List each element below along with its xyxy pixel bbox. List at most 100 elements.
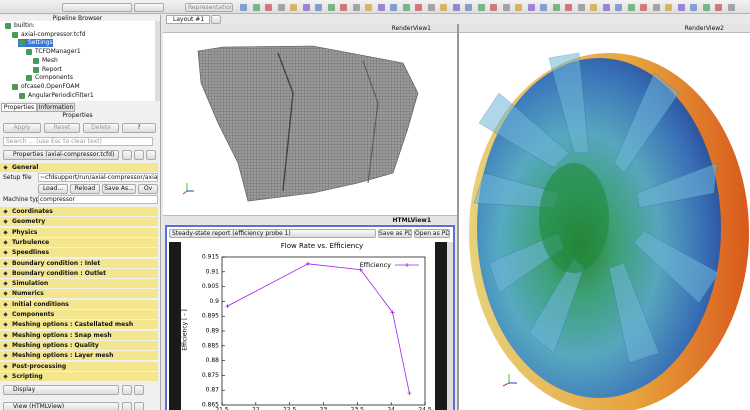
icon-button[interactable] <box>146 150 156 160</box>
pipeline-item[interactable]: Components <box>25 74 73 82</box>
reset-button[interactable]: Reset <box>44 123 80 133</box>
section-header[interactable]: Numerics <box>0 289 158 299</box>
toolbar-icon[interactable] <box>402 4 410 11</box>
section-header[interactable]: Geometry <box>0 217 158 227</box>
pipeline-item[interactable]: builtin: <box>4 22 35 30</box>
section-header[interactable]: Meshing options : Snap mesh <box>0 330 158 340</box>
toolbar-icon[interactable] <box>390 4 397 11</box>
section-header[interactable]: Simulation <box>0 279 158 289</box>
toolbar-icon[interactable] <box>515 4 522 11</box>
section-header[interactable]: Physics <box>0 227 158 237</box>
toolbar-icon[interactable] <box>377 4 385 11</box>
view-header[interactable]: View (HTMLView) <box>3 402 119 410</box>
toolbar-icon[interactable] <box>652 4 660 11</box>
toolbar-combo[interactable] <box>134 3 164 12</box>
toolbar-icon[interactable] <box>290 4 297 11</box>
toolbar-icon[interactable] <box>640 4 647 11</box>
pipeline-item[interactable]: ofcase0.OpenFOAM <box>11 83 80 91</box>
layout-tab[interactable]: Layout #1 <box>166 15 210 24</box>
section-header[interactable]: Scripting <box>0 371 158 381</box>
save-pdf-button[interactable]: Save as PDF <box>378 229 412 238</box>
pipeline-item[interactable]: AngularPeriodicFilter1 <box>18 92 94 100</box>
section-header[interactable]: Components <box>0 310 158 319</box>
toolbar-icon[interactable] <box>340 4 347 11</box>
tab[interactable]: Properties <box>1 103 37 112</box>
toolbar-icon[interactable] <box>415 4 422 11</box>
section-header[interactable]: Meshing options : Layer mesh <box>0 351 158 361</box>
tab[interactable]: Information <box>37 103 75 112</box>
pipeline-item[interactable]: Settings <box>18 39 53 48</box>
toolbar-icon[interactable] <box>327 4 335 11</box>
section-header[interactable]: Meshing options : Quality <box>0 340 158 350</box>
pipeline-item[interactable]: Mesh <box>32 57 58 65</box>
source-header[interactable]: Properties (axial-compressor.tcfd) <box>3 150 119 160</box>
icon-button[interactable] <box>122 385 132 395</box>
section-header[interactable]: Boundary condition : Inlet <box>0 258 158 268</box>
machine-type-field[interactable]: compressor <box>38 195 158 204</box>
toolbar-icon[interactable] <box>715 4 722 11</box>
section-header[interactable]: Meshing options : Castellated mesh <box>0 320 158 330</box>
toolbar-icon[interactable] <box>577 4 585 11</box>
toolbar-icon[interactable] <box>302 4 310 11</box>
toolbar-icon[interactable] <box>315 4 322 11</box>
toolbar-icon[interactable] <box>502 4 510 11</box>
new-tab-button[interactable] <box>211 15 221 24</box>
section-header[interactable]: General <box>0 163 158 172</box>
toolbar-icon[interactable] <box>477 4 485 11</box>
section-header[interactable]: Speedlines <box>0 248 158 258</box>
pipeline-item[interactable]: Report <box>32 66 62 74</box>
icon-button[interactable] <box>134 385 144 395</box>
toolbar-icon[interactable] <box>265 4 272 11</box>
toolbar-icon[interactable] <box>452 4 460 11</box>
toolbar-icon[interactable] <box>440 4 447 11</box>
icon-button[interactable] <box>122 402 132 410</box>
pipeline-item[interactable]: axial-compressor.tcfd <box>11 31 85 39</box>
toolbar-icon[interactable] <box>365 4 372 11</box>
search-box[interactable]: Search ... (use Esc to clear text) <box>3 137 153 146</box>
section-header[interactable]: Boundary condition : Outlet <box>0 268 158 278</box>
toolbar-icon[interactable] <box>465 4 472 11</box>
setup-file-field[interactable]: ~cfdsupport/run/axial-compressor/axial-c… <box>38 173 158 182</box>
section-header[interactable]: Post-processing <box>0 361 158 371</box>
toolbar-icon[interactable] <box>240 4 247 11</box>
icon-button[interactable] <box>122 150 132 160</box>
toolbar-icon[interactable] <box>277 4 285 11</box>
toolbar-icon[interactable] <box>527 4 535 11</box>
toolbar-icon[interactable] <box>352 4 360 11</box>
overwrite-button[interactable]: Ov <box>138 184 158 194</box>
toolbar-icon[interactable] <box>690 4 697 11</box>
delete-button[interactable]: Delete <box>83 123 119 133</box>
help-button[interactable]: ? <box>122 123 156 133</box>
toolbar-combo[interactable] <box>62 3 132 12</box>
section-header[interactable]: Coordinates <box>0 207 158 216</box>
display-header[interactable]: Display <box>3 385 119 395</box>
toolbar-icon[interactable] <box>590 4 597 11</box>
pipeline-item[interactable]: TCFDManager1 <box>25 48 81 56</box>
toolbar-icon[interactable] <box>490 4 497 11</box>
toolbar-icon[interactable] <box>702 4 710 11</box>
toolbar-icon[interactable] <box>252 4 260 11</box>
y-tick-label: 0.87 <box>206 387 220 394</box>
load-button[interactable]: Load... <box>38 184 68 194</box>
toolbar-icon[interactable] <box>565 4 572 11</box>
icon-button[interactable] <box>134 150 144 160</box>
toolbar-icon[interactable] <box>727 4 735 11</box>
toolbar-icon[interactable] <box>615 4 622 11</box>
reload-button[interactable]: Reload <box>70 184 100 194</box>
toolbar-icon[interactable] <box>540 4 547 11</box>
representation-combo[interactable]: Representation <box>185 3 233 12</box>
section-header[interactable]: Turbulence <box>0 237 158 247</box>
toolbar-icon[interactable] <box>602 4 610 11</box>
icon-button[interactable] <box>134 402 144 410</box>
toolbar-icon[interactable] <box>677 4 685 11</box>
open-pdf-button[interactable]: Open as PDF <box>414 229 450 238</box>
save-as-button[interactable]: Save As... <box>102 184 136 194</box>
toolbar-icon[interactable] <box>427 4 435 11</box>
report-combo[interactable]: Steady-state report (efficiency probe 1) <box>169 229 376 238</box>
axis-triad <box>502 382 510 387</box>
toolbar-icon[interactable] <box>627 4 635 11</box>
apply-button[interactable]: Apply <box>3 123 41 133</box>
toolbar-icon[interactable] <box>552 4 560 11</box>
toolbar-icon[interactable] <box>665 4 672 11</box>
section-header[interactable]: Initial conditions <box>0 299 158 309</box>
